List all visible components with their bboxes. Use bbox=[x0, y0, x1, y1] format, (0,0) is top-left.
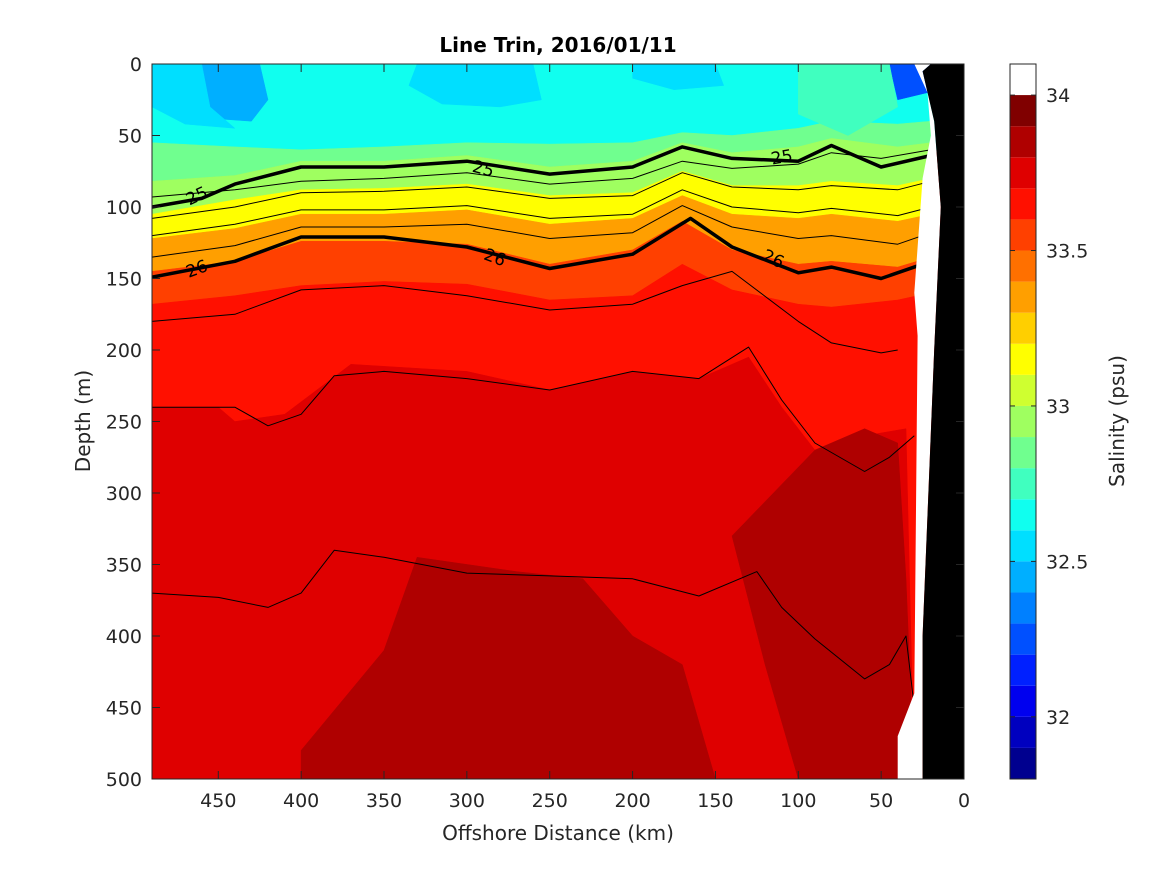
colorbar-segment bbox=[1010, 716, 1036, 748]
density-contour-5 bbox=[152, 216, 932, 281]
colorbar-segment bbox=[1010, 623, 1036, 655]
density-contour-4 bbox=[152, 205, 932, 258]
colorbar-segment bbox=[1010, 530, 1036, 562]
chart-title: Line Trin, 2016/01/11 bbox=[439, 33, 676, 57]
colorbar-segment bbox=[1010, 188, 1036, 220]
x-tick-label: 300 bbox=[449, 790, 485, 812]
x-tick-label: 100 bbox=[780, 790, 816, 812]
x-tick-label: 350 bbox=[366, 790, 402, 812]
salinity-patch-1 bbox=[152, 64, 236, 129]
y-axis: 0 50 100 150 200 250 300 350 400 450 500 bbox=[106, 54, 964, 791]
colorbar-segment bbox=[1010, 654, 1036, 686]
density-contour-7 bbox=[152, 346, 915, 472]
y-tick-label: 450 bbox=[106, 698, 142, 720]
colorbar-segment bbox=[1010, 374, 1036, 406]
colorbar-tick-label: 34 bbox=[1046, 85, 1070, 107]
x-tick-label: 450 bbox=[200, 790, 236, 812]
y-tick-label: 150 bbox=[106, 269, 142, 291]
colorbar-segment bbox=[1010, 126, 1036, 158]
bathymetry bbox=[922, 64, 964, 779]
x-tick-label: 250 bbox=[532, 790, 568, 812]
colorbar-segment bbox=[1010, 685, 1036, 717]
colorbar-segment bbox=[1010, 95, 1036, 127]
contour-label: 25 bbox=[769, 146, 794, 169]
colorbar-segment bbox=[1010, 312, 1036, 344]
colorbar-segment bbox=[1010, 219, 1036, 251]
colorbar-segment bbox=[1010, 561, 1036, 593]
colorbar-segment bbox=[1010, 592, 1036, 624]
salinity-patch-6 bbox=[300, 557, 716, 779]
y-axis-label: Depth (m) bbox=[71, 370, 95, 472]
x-tick-label: 50 bbox=[869, 790, 893, 812]
x-tick-label: 0 bbox=[958, 790, 970, 812]
salinity-patch-5 bbox=[731, 428, 915, 779]
y-tick-label: 50 bbox=[118, 126, 142, 148]
x-tick-label: 150 bbox=[697, 790, 733, 812]
colorbar-segment bbox=[1010, 281, 1036, 313]
colorbar-tick-label: 33.5 bbox=[1046, 241, 1088, 263]
density-contour-2 bbox=[152, 172, 932, 219]
y-tick-label: 100 bbox=[106, 197, 142, 219]
density-contour-8 bbox=[152, 549, 915, 708]
colorbar-label: Salinity (psu) bbox=[1105, 355, 1129, 487]
colorbar-segment bbox=[1010, 499, 1036, 531]
colorbar-segment bbox=[1010, 343, 1036, 375]
density-contour-6 bbox=[152, 270, 898, 354]
salinity-patch-3 bbox=[632, 64, 725, 90]
salinity-patch-8 bbox=[798, 64, 898, 136]
nearshore-gap bbox=[897, 64, 941, 779]
y-tick-label: 250 bbox=[106, 412, 142, 434]
y-tick-label: 400 bbox=[106, 626, 142, 648]
contour-label-group-2: 25 bbox=[769, 146, 794, 169]
colorbar-tick-label: 32 bbox=[1046, 707, 1070, 729]
y-tick-label: 500 bbox=[106, 769, 142, 791]
colorbar-tick-label: 33 bbox=[1046, 396, 1070, 418]
colorbar: 32 32.5 33 33.5 34 bbox=[1009, 63, 1088, 780]
colorbar-segment bbox=[1010, 747, 1036, 779]
density-contour-0 bbox=[152, 149, 931, 198]
colorbar-segment bbox=[1010, 157, 1036, 189]
colorbar-tick-label: 32.5 bbox=[1046, 551, 1088, 573]
salinity-patch-2 bbox=[408, 64, 542, 108]
x-tick-label: 400 bbox=[283, 790, 319, 812]
y-tick-label: 350 bbox=[106, 555, 142, 577]
x-tick-label: 200 bbox=[614, 790, 650, 812]
colorbar-frame bbox=[1009, 63, 1037, 780]
y-tick-label: 200 bbox=[106, 340, 142, 362]
y-tick-label: 300 bbox=[106, 483, 142, 505]
x-axis: 450 400 350 300 250 200 150 100 50 0 bbox=[200, 64, 970, 812]
density-contour-1 bbox=[152, 143, 932, 209]
colorbar-segment bbox=[1010, 437, 1036, 469]
colorbar-segment bbox=[1010, 405, 1036, 438]
x-axis-label: Offshore Distance (km) bbox=[442, 821, 674, 845]
colorbar-segment bbox=[1010, 250, 1036, 282]
y-tick-label: 0 bbox=[130, 54, 142, 76]
colorbar-segment bbox=[1010, 468, 1036, 500]
density-contour-3 bbox=[152, 189, 932, 237]
